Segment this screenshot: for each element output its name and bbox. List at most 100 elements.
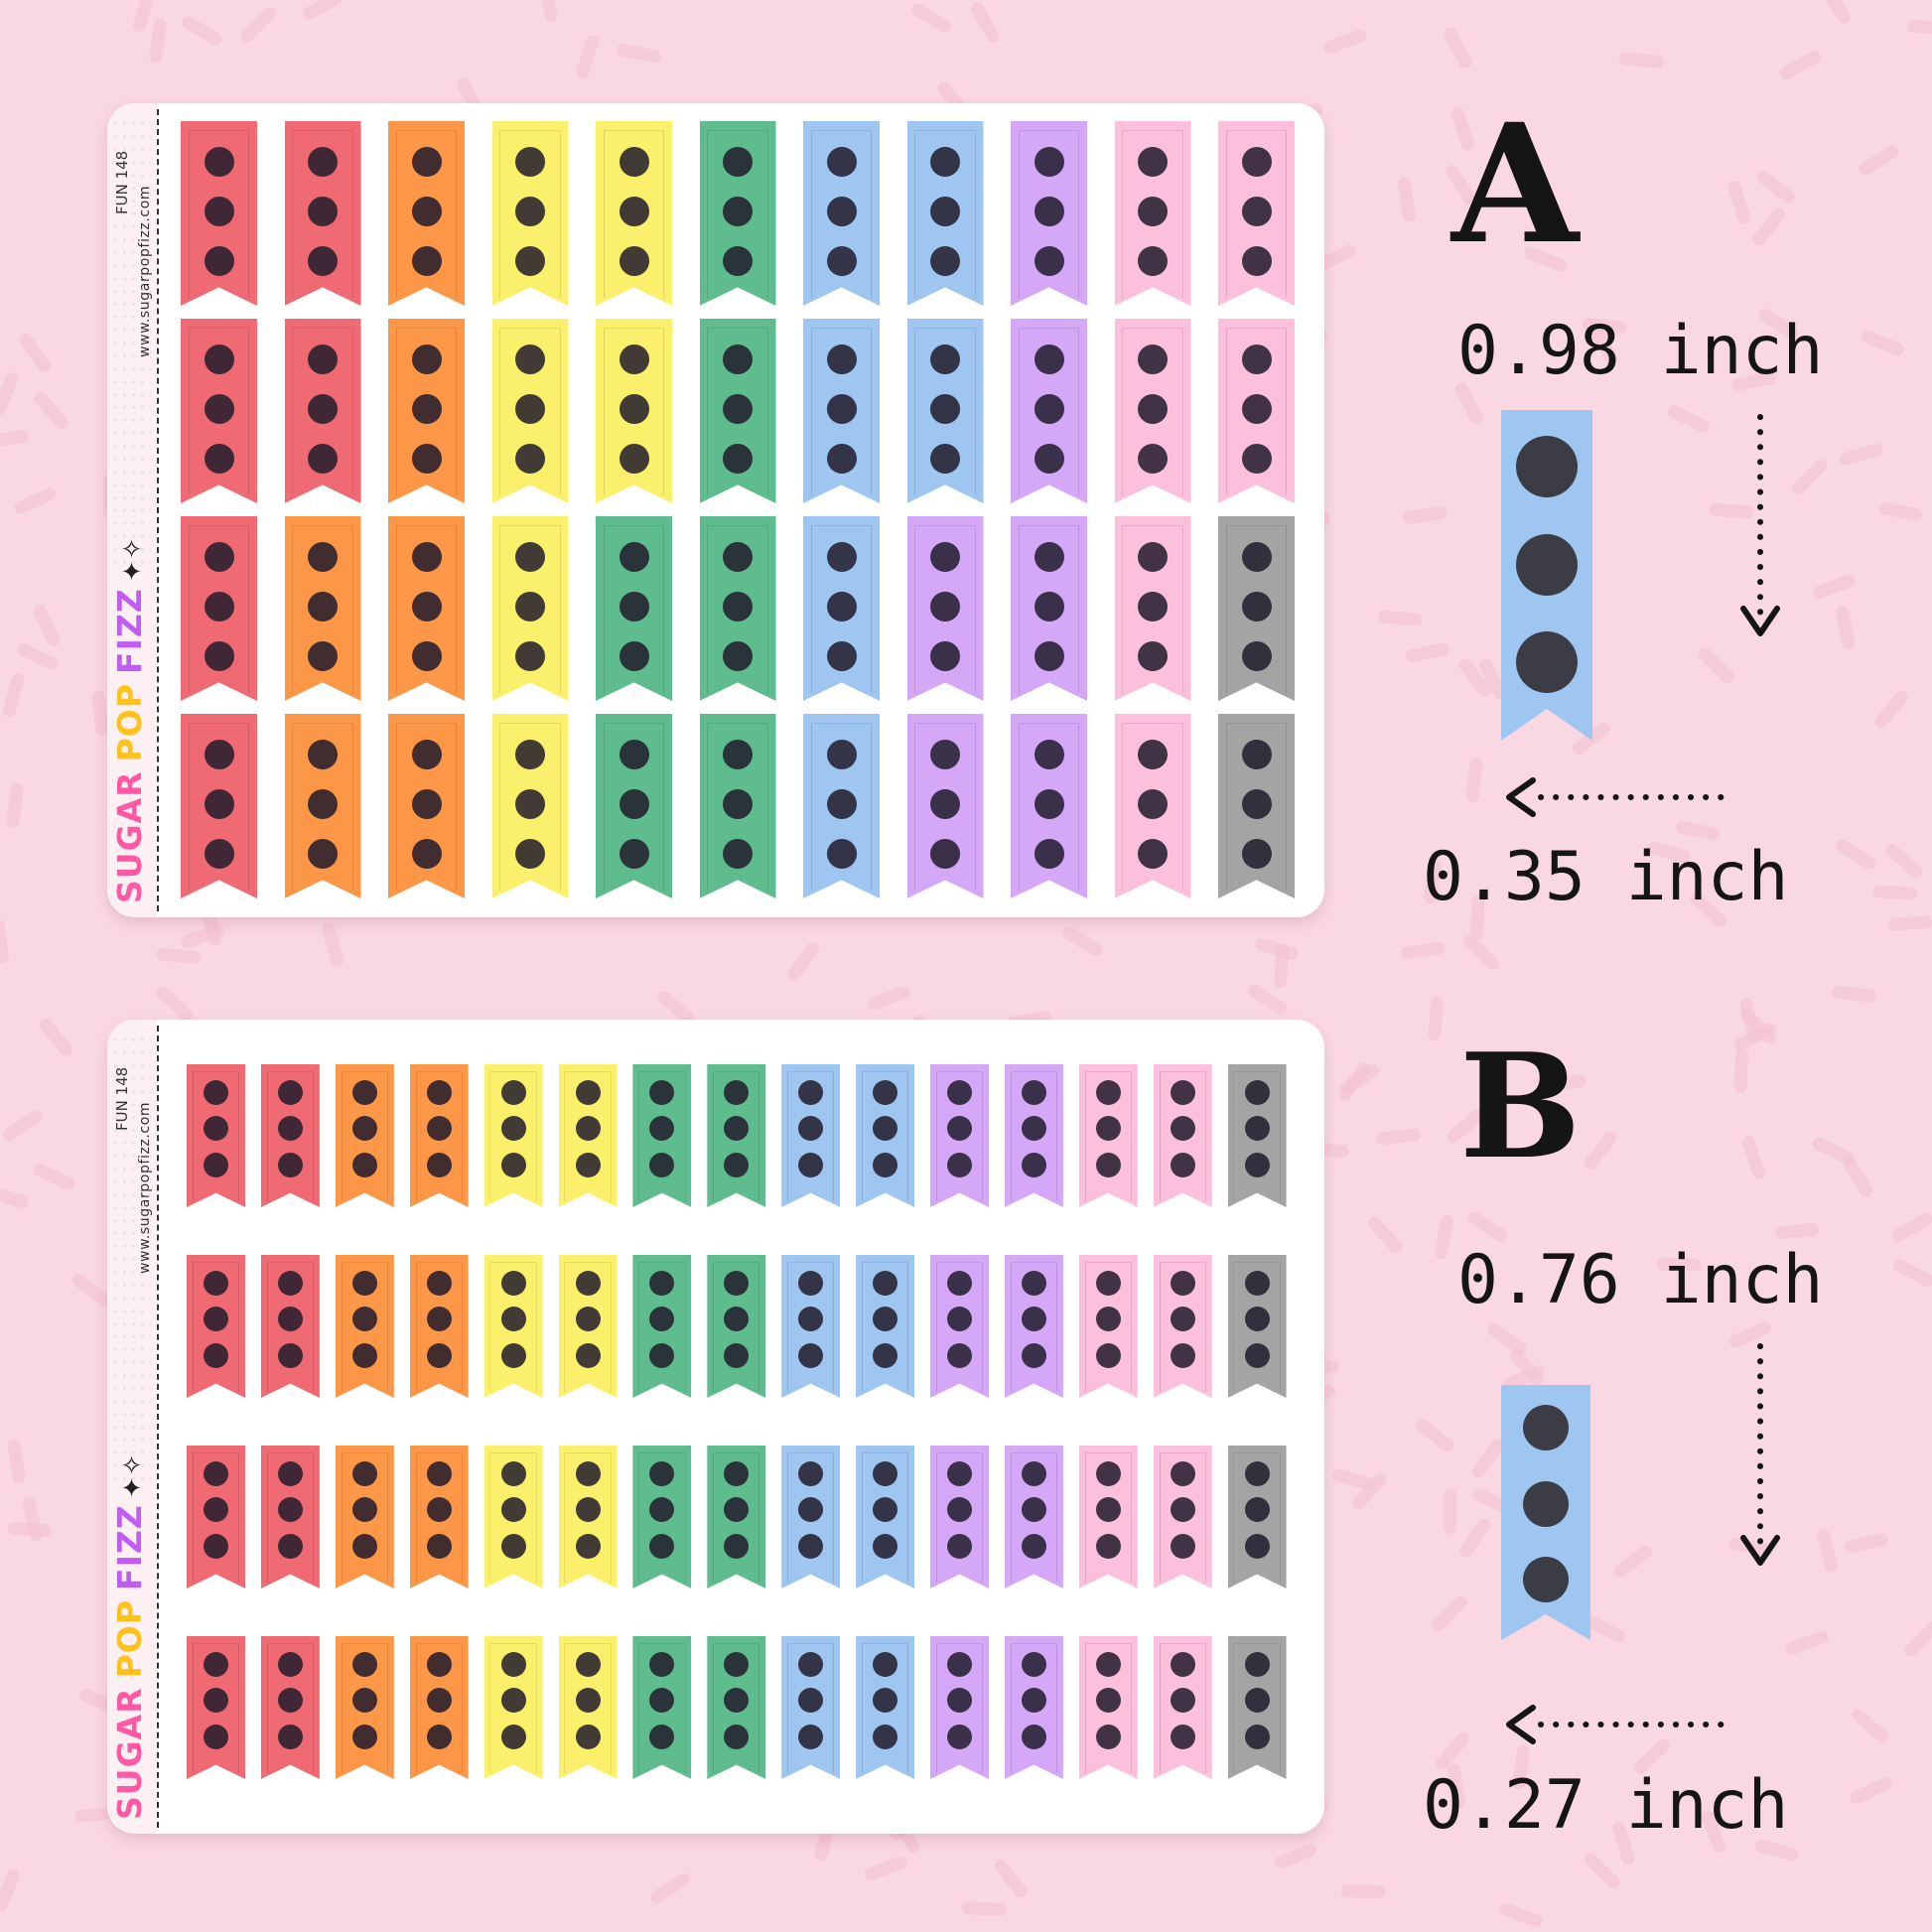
sticker-purple [1004,1636,1063,1779]
sticker-dot [649,1724,675,1749]
sticker-purple [930,1446,989,1588]
sheet-b-side-strip [107,1020,157,1834]
sticker-dot [930,641,960,671]
sticker-dot [873,1270,898,1296]
sticker-dot [1034,789,1064,819]
sticker-dot [619,592,649,621]
sticker-dot [1034,246,1064,276]
sticker-dot [1170,1533,1195,1559]
sticker-yellow [491,319,569,503]
sticker-dot [204,246,234,276]
sticker-dot [619,839,649,869]
sticker-dot [1241,641,1272,671]
brand-word-pop: POP [110,682,149,762]
sticker-dot [724,1270,750,1296]
sticker-dot [947,1533,972,1559]
sticker-dot [873,1651,898,1677]
sticker-dot [351,1687,377,1713]
sticker-dot [204,839,234,869]
sheet-a-brand-logo: SUGAR POP FIZZ ✦✧ [110,537,149,903]
sticker-blue [906,121,984,306]
sticker-pink [1078,1636,1138,1779]
sticker-dot [500,1687,526,1713]
sticker-dot [798,1152,824,1177]
sticker-yellow [558,1255,618,1398]
sticker-blue [856,1636,915,1779]
sticker-dot [1095,1342,1121,1368]
sticker-green [707,1064,766,1207]
sticker-dot [1138,789,1168,819]
sticker-dot [873,1496,898,1522]
sticker-dot [1244,1115,1270,1141]
sticker-dot [1138,246,1168,276]
sticker-dot [277,1079,303,1105]
sticker-dot [930,592,960,621]
sticker-green [699,516,776,701]
sticker-dot [277,1724,303,1749]
sticker-dot [1034,839,1064,869]
sticker-dot [515,839,545,869]
sticker-dot [1034,444,1064,474]
sticker-dot [426,1533,452,1559]
sticker-dot [515,444,545,474]
brand-word-fizz: FIZZ [110,1504,149,1590]
sticker-dot [426,1460,452,1486]
sticker-dot [1170,1342,1195,1368]
sticker-dot [947,1306,972,1331]
sticker-dot [798,1079,824,1105]
sticker-dot [426,1687,452,1713]
sticker-dot [724,1306,750,1331]
sticker-dot [575,1533,601,1559]
sticker-dot [873,1533,898,1559]
sticker-dot [500,1342,526,1368]
sticker-dot [204,1687,228,1713]
sticker-dot [575,1270,601,1296]
sticker-pink [1153,1255,1212,1398]
sticker-yellow [558,1636,618,1779]
size-b-width-arrow-icon [1506,1705,1730,1744]
sticker-dot [1170,1496,1195,1522]
sticker-gray [1227,1446,1287,1588]
sticker-dot [204,197,234,226]
sticker-dot [1021,1079,1046,1105]
sticker-dot [798,1306,824,1331]
sticker-dot [619,394,649,424]
sticker-yellow [558,1064,618,1207]
sticker-dot [723,345,753,374]
sticker-red [181,714,257,898]
sticker-dot [1241,197,1272,226]
sticker-dot [204,147,234,177]
sticker-green [596,714,672,898]
sticker-dot [1095,1460,1121,1486]
sticker-dot [1170,1079,1195,1105]
sticker-dot [411,147,442,177]
sticker-dot [575,1342,601,1368]
sticker-dot [351,1496,377,1522]
sticker-dot [723,197,753,226]
sticker-dot [724,1152,750,1177]
sticker-gray [1218,714,1295,898]
sticker-red [260,1064,320,1207]
sticker-dot [724,1533,750,1559]
sticker-dot [1170,1152,1195,1177]
sticker-dot [649,1651,675,1677]
sticker-dot [619,444,649,474]
sticker-purple [1004,1064,1063,1207]
sticker-dot [204,1115,228,1141]
sticker-purple [906,516,984,701]
size-b-sample-sticker [1501,1385,1590,1640]
sticker-dot [930,147,960,177]
sticker-dot [204,1152,228,1177]
sticker-dot [947,1270,972,1296]
sticker-dot [277,1270,303,1296]
sticker-red [187,1064,245,1207]
sticker-dot [798,1496,824,1522]
sticker-red [187,1255,245,1398]
sticker-gray [1218,516,1295,701]
sticker-dot [277,1533,303,1559]
sticker-red [260,1255,320,1398]
sticker-dot [204,394,234,424]
sticker-dot [1170,1687,1195,1713]
sticker-dot [649,1687,675,1713]
sticker-pink [1078,1446,1138,1588]
